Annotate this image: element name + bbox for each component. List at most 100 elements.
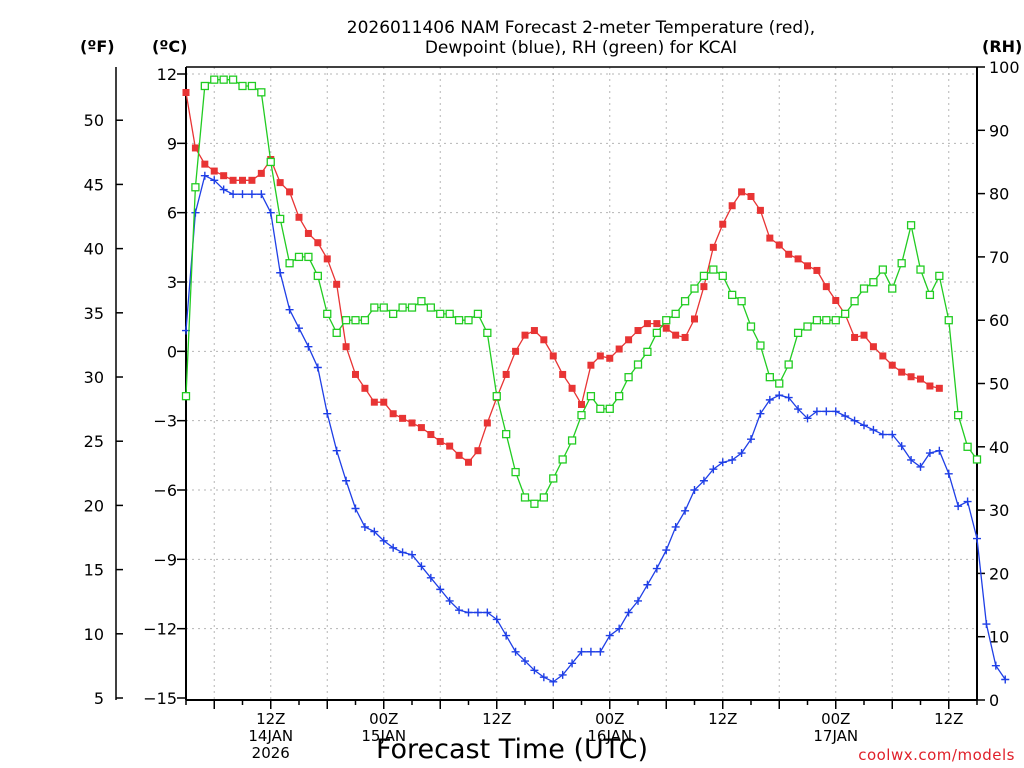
temperature-point xyxy=(879,352,887,360)
rh-point xyxy=(530,499,539,508)
fahrenheit-axis-unit: (ºF) xyxy=(80,37,115,56)
dewpoint-point xyxy=(841,412,850,421)
rh-point xyxy=(492,392,501,401)
temperature-point xyxy=(926,382,934,390)
dewpoint-point xyxy=(398,548,407,557)
rh-tick-label: 30 xyxy=(989,501,1009,520)
temperature-point xyxy=(822,283,830,291)
chart-title-line-1: 2026011406 NAM Forecast 2-meter Temperat… xyxy=(347,18,815,38)
temperature-point xyxy=(672,331,680,339)
data-series xyxy=(181,75,1010,686)
rh-point xyxy=(944,316,953,325)
rh-point xyxy=(341,316,351,325)
temperature-point xyxy=(869,343,877,351)
dewpoint-point xyxy=(878,430,887,439)
rh-point xyxy=(784,360,793,369)
x-axis-label: Forecast Time (UTC) xyxy=(376,734,648,765)
temperature-point xyxy=(587,361,595,369)
rh-tick-label: 40 xyxy=(989,438,1009,457)
rh-point xyxy=(737,297,746,306)
dewpoint-point xyxy=(247,190,256,199)
temperature-point xyxy=(352,370,359,378)
rh-point xyxy=(615,392,624,401)
celsius-tick-label: 0 xyxy=(167,342,177,361)
dewpoint-point xyxy=(200,171,209,180)
fahrenheit-tick-label: 15 xyxy=(84,561,104,580)
temperature-point xyxy=(342,343,350,351)
rh-point xyxy=(577,410,586,420)
temperature-point xyxy=(436,437,444,445)
celsius-tick-label: 9 xyxy=(167,134,177,153)
fahrenheit-tick-label: 5 xyxy=(94,689,104,708)
rh-tick-label: 0 xyxy=(989,691,999,710)
rh-point xyxy=(473,309,483,319)
dewpoint-point xyxy=(897,442,906,451)
rh-point xyxy=(756,341,765,350)
rh-point xyxy=(464,316,473,325)
rh-point xyxy=(850,297,859,306)
rh-point xyxy=(304,252,313,262)
dewpoint-point xyxy=(521,657,529,666)
dewpoint-point xyxy=(747,435,755,444)
x-tick-label: 00Z xyxy=(369,710,398,728)
dewpoint-point xyxy=(276,268,285,277)
temperature-point xyxy=(634,327,642,335)
rh-point xyxy=(633,360,643,369)
dewpoint-point xyxy=(944,469,953,478)
rh-point xyxy=(191,183,200,192)
dewpoint-point xyxy=(784,393,793,402)
fahrenheit-tick-label: 35 xyxy=(84,304,104,323)
rh-tick-label: 20 xyxy=(989,564,1009,583)
temperature-point xyxy=(719,220,727,228)
dewpoint-point xyxy=(652,564,661,573)
rh-point xyxy=(963,442,972,451)
dewpoint-point xyxy=(624,608,633,617)
rh-point xyxy=(935,271,944,281)
dewpoint-point xyxy=(765,395,774,404)
temperature-point xyxy=(832,296,840,304)
temperature-point xyxy=(361,384,369,392)
temperature-point xyxy=(728,202,736,210)
dewpoint-point xyxy=(615,624,624,633)
dewpoint-point xyxy=(360,522,369,531)
dewpoint-point xyxy=(417,562,426,571)
credit-text: coolwx.com/models xyxy=(858,746,1015,764)
dewpoint-point xyxy=(718,458,727,467)
temperature-point xyxy=(530,327,538,335)
rh-point xyxy=(746,322,756,331)
rh-point xyxy=(210,75,219,84)
rh-tick-label: 10 xyxy=(989,628,1009,647)
dewpoint-point xyxy=(860,421,868,430)
temperature-point xyxy=(191,144,199,152)
temperature-point xyxy=(549,352,557,360)
dewpoint-point xyxy=(794,405,803,414)
temperature-point xyxy=(813,266,821,274)
rh-point xyxy=(822,316,831,325)
fahrenheit-tick-label: 30 xyxy=(84,368,104,387)
dewpoint-point xyxy=(511,647,520,656)
dewpoint-point xyxy=(662,546,671,555)
dewpoint-point xyxy=(803,414,812,423)
rh-point xyxy=(454,316,464,325)
dewpoint-point xyxy=(699,476,708,485)
x-tick-label: 17JAN xyxy=(813,727,858,745)
dewpoint-point xyxy=(370,527,379,536)
series-rh xyxy=(181,75,982,508)
rh-point xyxy=(370,303,379,312)
rh-point xyxy=(502,429,511,439)
temperature-point xyxy=(578,400,585,408)
rh-point xyxy=(200,81,209,91)
dewpoint-point xyxy=(822,407,831,416)
temperature-point xyxy=(700,283,708,291)
series-dewpoint xyxy=(182,171,1010,686)
temperature-point xyxy=(756,206,764,214)
temperature-point xyxy=(427,431,435,439)
dewpoint-point xyxy=(973,534,981,543)
celsius-tick-label: −15 xyxy=(143,689,177,708)
temperature-point xyxy=(512,347,520,355)
temperature-point xyxy=(455,451,463,459)
rh-point xyxy=(662,316,671,325)
dewpoint-point xyxy=(888,430,897,439)
dewpoint-point xyxy=(709,465,718,474)
